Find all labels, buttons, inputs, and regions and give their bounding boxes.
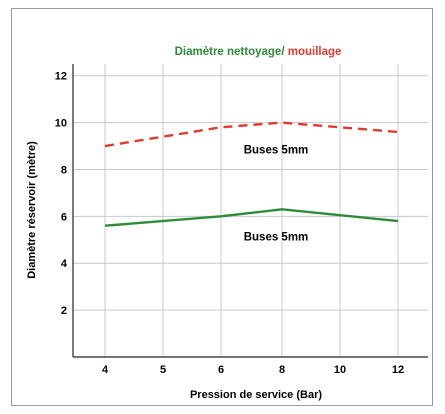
y-tick-label: 4 [61,258,68,270]
y-tick-label: 2 [61,305,67,317]
x-tick-label: 10 [334,364,346,376]
series-label-nettoyage: Buses 5mm [244,231,309,243]
y-tick-label: 8 [61,164,67,176]
y-tick-label: 10 [55,118,67,130]
y-tick-labels: 2 4 6 8 10 12 [55,71,68,317]
x-tick-label: 8 [279,364,285,376]
grid [73,64,428,357]
series: Buses 5mm Buses 5mm [104,121,399,243]
series-label-mouillage: Buses 5mm [244,145,309,157]
series-line-nettoyage [104,208,399,227]
y-tick-label: 12 [55,71,67,83]
axes [72,64,428,358]
title-mouillage: mouillage [285,46,342,58]
x-tick-label: 4 [102,364,109,376]
x-axis-label: Pression de service (Bar) [190,389,322,401]
x-tick-label: 5 [160,364,166,376]
x-tick-label: 6 [218,364,224,376]
title-nettoyage: Diamètre nettoyage/ [175,46,286,58]
x-tick-labels: 4 5 6 8 10 12 [102,364,404,376]
x-tick-label: 12 [392,364,404,376]
chart-title: Diamètre nettoyage/ mouillage [175,46,342,58]
chart-frame [11,8,433,406]
y-axis-label: Diamètre réservoir (mètre) [26,141,38,279]
series-line-mouillage [104,121,399,148]
y-tick-label: 6 [61,211,67,223]
